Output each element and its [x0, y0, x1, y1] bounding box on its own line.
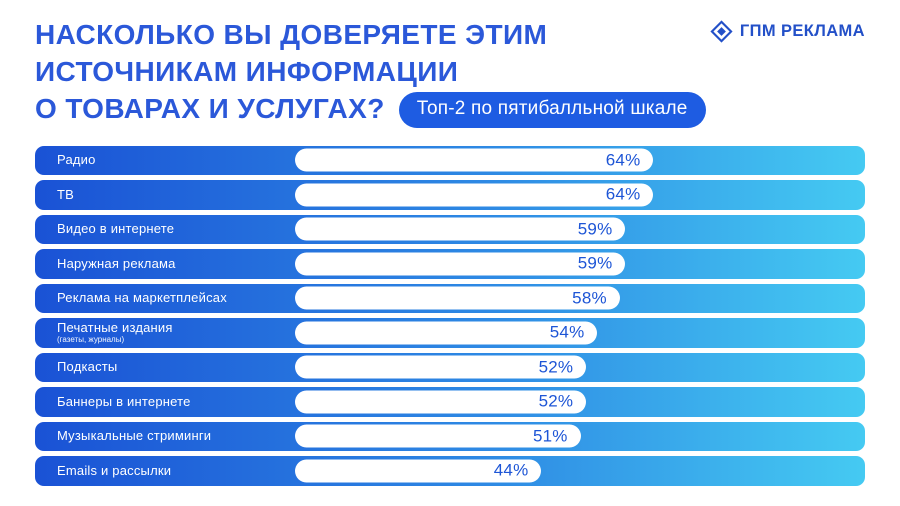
bar-row: Наружная реклама 59% [35, 249, 865, 279]
bar-sublabel: (газеты, журналы) [57, 334, 125, 344]
bar-value-pill: 59% [295, 252, 626, 276]
bar-track: 44% [295, 456, 855, 486]
bar-label-group: Баннеры в интернете [57, 393, 295, 409]
bar-value-pill: 64% [295, 183, 654, 207]
bar-value-pill: 64% [295, 148, 654, 172]
title-line-3: О ТОВАРАХ И УСЛУГАХ? Топ-2 по пятибалльно… [35, 90, 865, 128]
bar-value-pill: 59% [295, 217, 626, 241]
bar-label-group: ТВ [57, 186, 295, 202]
bar-label-group: Видео в интернете [57, 221, 295, 237]
bar-value: 51% [532, 426, 568, 446]
bar-label-group: Печатные издания (газеты, журналы) [57, 321, 295, 344]
bar-track: 58% [295, 284, 855, 314]
bar-label-group: Радио [57, 152, 295, 168]
bar-value: 44% [493, 460, 529, 480]
bar-track: 64% [295, 146, 855, 176]
bar-value-pill: 51% [295, 424, 581, 448]
scale-badge: Топ-2 по пятибалльной шкале [398, 92, 706, 128]
bar-label-group: Наружная реклама [57, 255, 295, 271]
bar-label: Подкасты [57, 359, 118, 375]
logo: ГПМ РЕКЛАМА [710, 20, 865, 43]
bar-row: ТВ 64% [35, 180, 865, 210]
logo-diamond-icon [710, 20, 733, 43]
bar-value: 59% [577, 219, 613, 239]
bar-label: Баннеры в интернете [57, 393, 191, 409]
bar-value: 54% [549, 322, 585, 342]
bar-value-pill: 44% [295, 459, 542, 483]
bar-row: Реклама на маркетплейсах 58% [35, 283, 865, 314]
logo-text: ГПМ РЕКЛАМА [739, 22, 865, 40]
title-line-2: ИСТОЧНИКАМ ИНФОРМАЦИИ [35, 56, 459, 88]
bar-row: Emails и рассылки 44% [35, 456, 865, 486]
bar-label: Печатные издания [57, 320, 173, 336]
title-line-1: НАСКОЛЬКО ВЫ ДОВЕРЯЕТЕ ЭТИМ [35, 19, 548, 50]
bar-label: Emails и рассылки [57, 462, 172, 478]
bar-value: 52% [538, 357, 574, 377]
bar-value: 64% [605, 150, 641, 170]
bar-label-group: Реклама на маркетплейсах [57, 290, 295, 306]
bar-label: Наружная реклама [57, 255, 176, 271]
bar-label: Реклама на маркетплейсах [57, 290, 227, 306]
bar-track: 54% [295, 318, 855, 348]
bar-label-group: Emails и рассылки [57, 462, 295, 478]
bar-row: Баннеры в интернете 52% [35, 387, 865, 417]
bar-row: Печатные издания (газеты, журналы) 54% [35, 318, 865, 348]
bar-track: 59% [295, 249, 855, 279]
bar-track: 52% [295, 353, 855, 383]
bar-label-group: Музыкальные стриминги [57, 428, 295, 444]
bar-label-group: Подкасты [57, 359, 295, 375]
bar-label: ТВ [57, 186, 75, 202]
bar-value: 58% [572, 288, 607, 308]
bar-value: 59% [577, 253, 613, 273]
bar-row: Подкасты 52% [35, 352, 865, 383]
bar-track: 51% [295, 422, 855, 452]
bar-value-pill: 58% [295, 286, 620, 310]
bar-value: 52% [538, 391, 574, 411]
bar-chart: Радио 64% ТВ 64% Видео в интернете 59% [35, 145, 865, 486]
bar-row: Радио 64% [35, 145, 865, 176]
bar-label: Видео в интернете [57, 221, 175, 237]
bar-value-pill: 52% [295, 355, 587, 379]
bar-row: Видео в интернете 59% [35, 214, 865, 245]
bar-value-pill: 54% [295, 321, 598, 345]
bar-value: 64% [605, 184, 641, 204]
bar-label: Радио [57, 152, 96, 168]
bar-value-pill: 52% [295, 390, 587, 414]
bar-track: 64% [295, 180, 855, 210]
title-line-3-text: О ТОВАРАХ И УСЛУГАХ? [35, 93, 385, 125]
bar-track: 59% [295, 215, 855, 245]
page-title: НАСКОЛЬКО ВЫ ДОВЕРЯЕТЕ ЭТИМ ИСТОЧНИКАМ И… [35, 16, 865, 128]
bar-row: Музыкальные стриминги 51% [35, 421, 865, 452]
bar-label: Музыкальные стриминги [57, 428, 212, 444]
bar-track: 52% [295, 387, 855, 417]
